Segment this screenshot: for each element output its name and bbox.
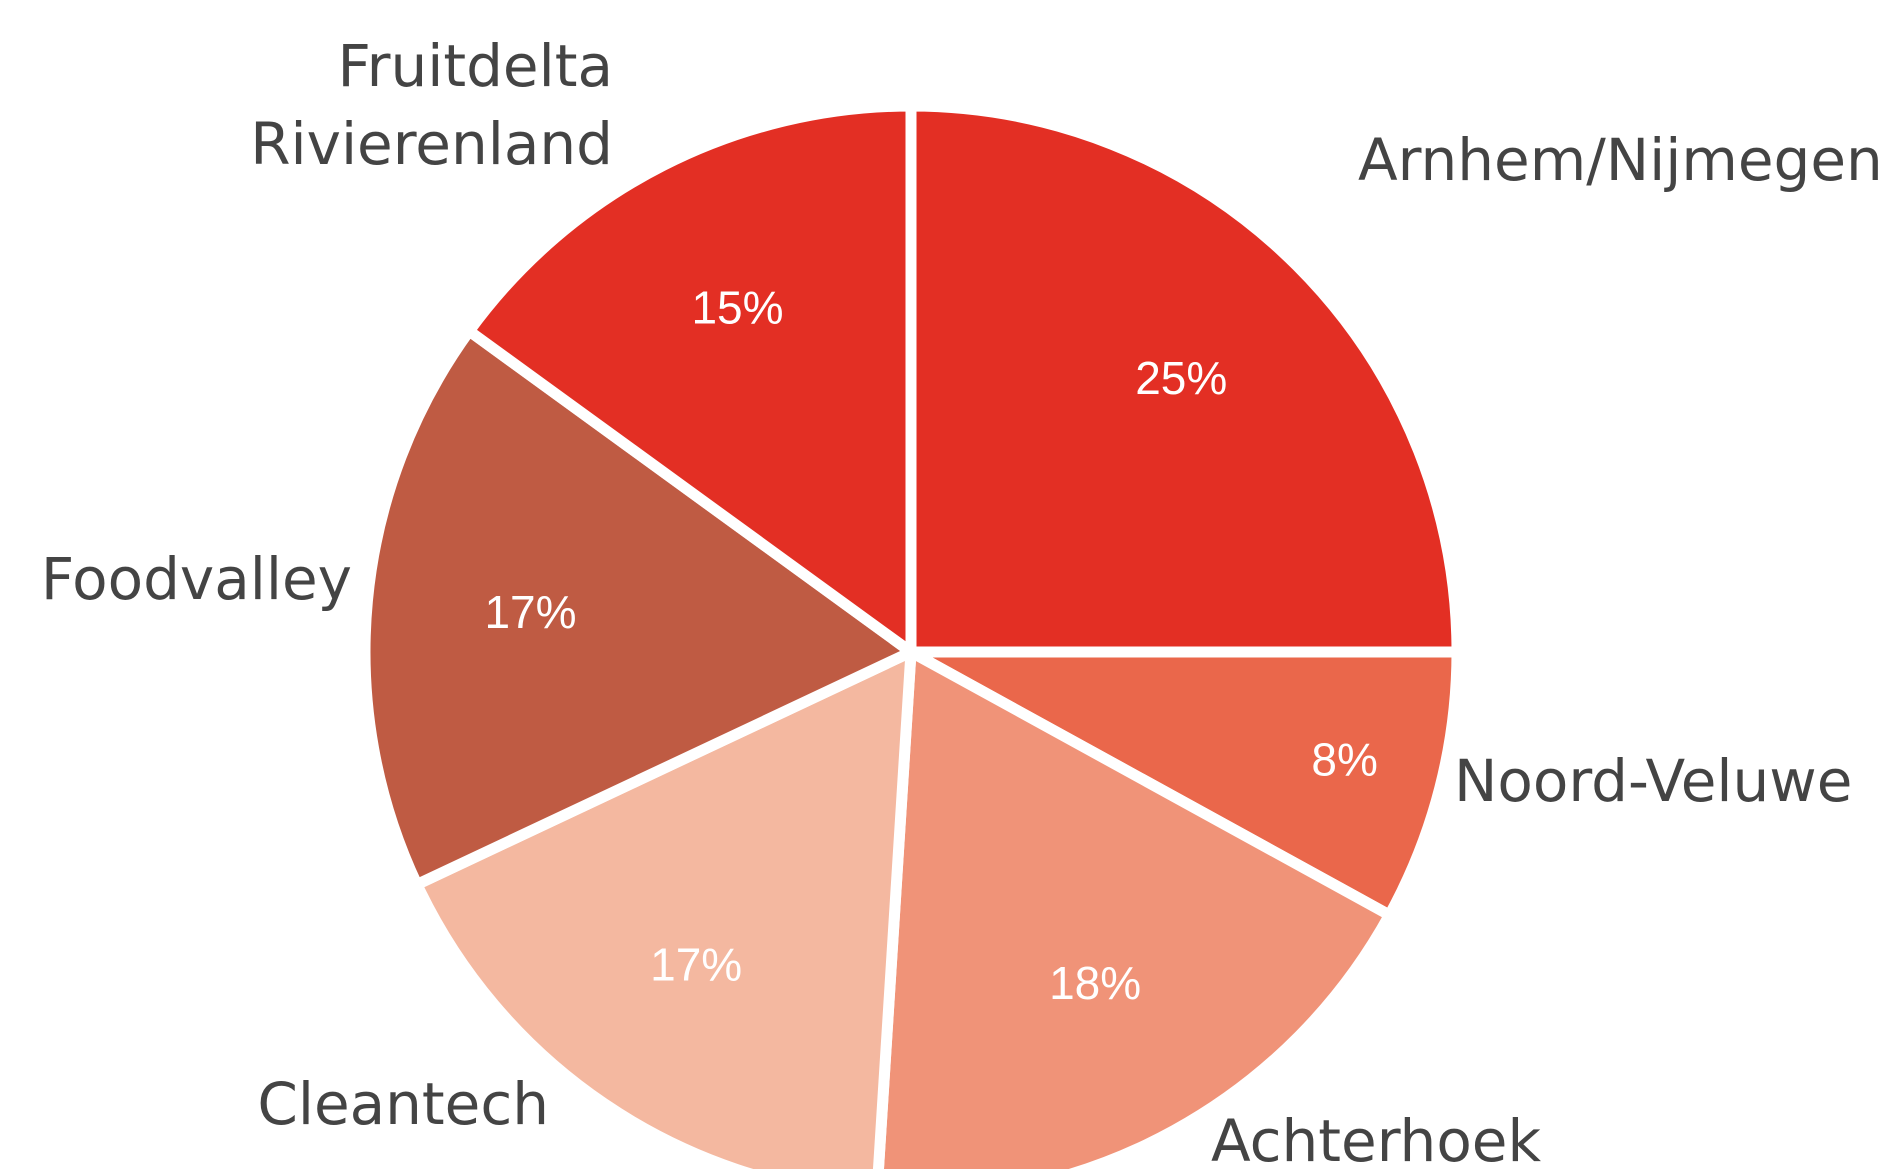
pie-slice	[872, 646, 1395, 1169]
pie-slice	[359, 325, 917, 890]
pie-slice	[905, 646, 1463, 921]
category-label: Noord-Veluwe	[1454, 747, 1853, 815]
value-label: 15%	[691, 282, 783, 334]
category-label: Cleantech	[257, 1070, 549, 1138]
category-label: Arnhem/Nijmegen	[1358, 126, 1883, 194]
pie-slice	[411, 646, 917, 1169]
value-label: 17%	[650, 938, 742, 990]
pie-slice	[463, 100, 917, 658]
value-label: 18%	[1049, 957, 1141, 1009]
category-label: Achterhoek	[1211, 1107, 1542, 1169]
pie-slice	[905, 100, 1463, 658]
value-label: 8%	[1311, 733, 1377, 785]
category-label: Foodvalley	[40, 545, 352, 613]
category-label: Fruitdelta Rivierenland	[250, 32, 613, 178]
value-label: 25%	[1135, 352, 1227, 404]
value-label: 17%	[484, 586, 576, 638]
